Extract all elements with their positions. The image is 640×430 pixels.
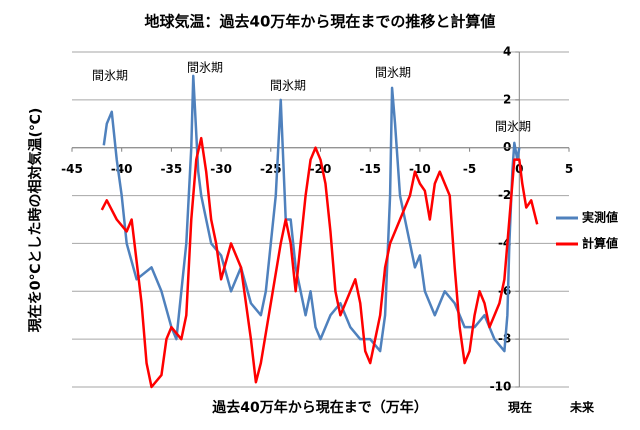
axis-note: 現在 bbox=[508, 400, 532, 415]
y-tick-label: -10 bbox=[490, 380, 512, 394]
annotation: 間氷期 bbox=[375, 66, 411, 80]
x-tick-label: -40 bbox=[111, 162, 133, 176]
legend-label: 計算値 bbox=[582, 236, 618, 251]
annotation: 間氷期 bbox=[187, 61, 223, 75]
annotation: 間氷期 bbox=[495, 120, 531, 134]
x-tick-label: -30 bbox=[210, 162, 232, 176]
y-tick-label: -2 bbox=[498, 188, 511, 202]
legend-label: 実測値 bbox=[582, 210, 618, 225]
chart-title: 地球気温：過去40万年から現在までの推移と計算値 bbox=[145, 13, 496, 31]
y-tick-label: 4 bbox=[503, 45, 511, 59]
x-tick-label: -15 bbox=[359, 162, 381, 176]
annotation: 間氷期 bbox=[92, 69, 128, 83]
y-axis-label: 現在を0℃とした時の相対気温(℃) bbox=[27, 108, 44, 332]
axis-note: 未来 bbox=[569, 400, 595, 415]
series-line bbox=[100, 136, 539, 389]
x-tick-label: -20 bbox=[310, 162, 332, 176]
x-axis-label: 過去40万年から現在まで（万年） bbox=[211, 399, 427, 416]
x-tick-label: -45 bbox=[61, 162, 83, 176]
x-tick-label: -35 bbox=[161, 162, 183, 176]
y-tick-label: 2 bbox=[503, 92, 511, 106]
annotation: 間氷期 bbox=[270, 79, 306, 93]
x-tick-label: -5 bbox=[463, 162, 476, 176]
x-tick-label: 5 bbox=[565, 162, 573, 176]
x-tick-label: -10 bbox=[409, 162, 431, 176]
